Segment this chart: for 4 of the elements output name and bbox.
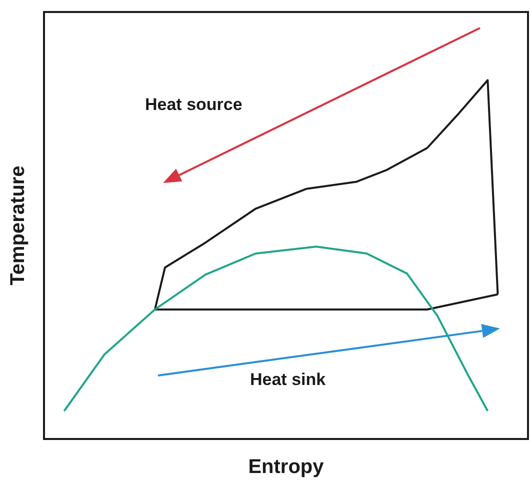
annotation: Heat sink <box>250 370 326 389</box>
x-axis-title: Entropy <box>248 456 325 478</box>
y-axis-title: Temperature <box>7 166 29 286</box>
annotation: Heat source <box>145 95 242 114</box>
